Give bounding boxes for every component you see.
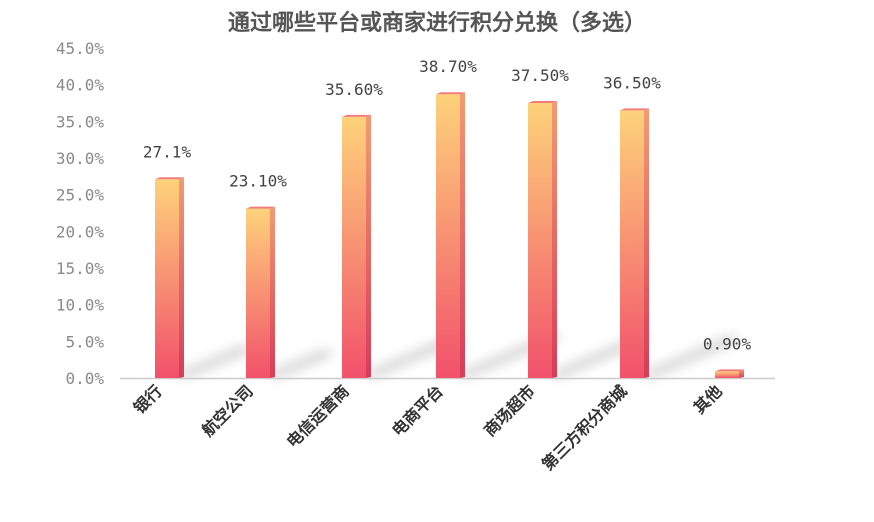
data-label: 27.1% (143, 142, 192, 161)
bar (155, 177, 184, 378)
data-label: 35.60% (325, 80, 383, 99)
x-tick-label: 其他 (690, 381, 726, 417)
bar (620, 108, 649, 378)
x-tick-label: 航空公司 (198, 381, 257, 440)
y-tick-label: 45.0% (56, 39, 105, 58)
y-tick-label: 0.0% (65, 369, 104, 388)
bar-shadow (268, 349, 335, 378)
bar-cap (528, 101, 557, 103)
bar-side (460, 92, 465, 378)
data-label: 36.50% (603, 73, 661, 92)
bar-front (528, 103, 552, 378)
data-label: 0.90% (703, 334, 752, 353)
bar-shadow (642, 335, 741, 378)
bar-cap (155, 177, 184, 180)
chart-title: 通过哪些平台或商家进行积分兑换（多选） (228, 10, 646, 36)
bar-cap (715, 369, 744, 372)
bar (246, 206, 275, 378)
y-tick-label: 30.0% (56, 149, 105, 168)
bar-front (342, 116, 366, 378)
bar-side (644, 108, 649, 378)
bar-front (246, 208, 270, 378)
bar-cap (620, 108, 649, 111)
x-tick-label: 电信运营商 (283, 381, 353, 451)
data-labels: 27.1% 23.10% 35.60% 38.70% 37.50% 36.50% 0.90% (143, 57, 752, 353)
x-tick-label: 第三方积分商城 (538, 381, 631, 474)
y-tick-label: 15.0% (56, 259, 105, 278)
bar-front (715, 371, 739, 378)
bar (528, 101, 557, 378)
data-label: 37.50% (511, 66, 569, 85)
y-tick-label: 20.0% (56, 222, 105, 241)
y-tick-label: 10.0% (56, 296, 105, 315)
y-axis: 0.0% 5.0% 10.0% 15.0% 20.0% 25.0% 30.0% 35.0% 40… (56, 39, 105, 388)
x-tick-label: 商场超市 (480, 381, 539, 440)
y-tick-label: 25.0% (56, 186, 105, 205)
bar-side (739, 369, 744, 378)
data-label: 23.10% (229, 172, 287, 191)
bar-side (366, 114, 371, 378)
y-tick-label: 5.0% (65, 332, 104, 351)
bar-front (155, 179, 179, 378)
bar (715, 369, 744, 378)
bar-shadow (177, 345, 254, 378)
bars (155, 92, 744, 378)
y-tick-label: 40.0% (56, 76, 105, 95)
x-axis: 银行 航空公司 电信运营商 电商平台 商场超市 第三方积分商城 其他 (130, 381, 726, 474)
bar-front (620, 110, 644, 378)
bar-cap (246, 206, 275, 209)
bar-side (552, 101, 557, 378)
bar-side (179, 177, 184, 378)
y-tick-label: 35.0% (56, 112, 105, 131)
bar-cap (436, 92, 465, 95)
bar-cap (342, 114, 371, 117)
bar (436, 92, 465, 378)
x-tick-label: 电商平台 (388, 381, 447, 440)
bar (342, 114, 371, 378)
bar-front (436, 94, 460, 378)
x-tick-label: 银行 (130, 381, 166, 417)
data-label: 38.70% (419, 57, 477, 76)
bar-side (270, 206, 275, 378)
